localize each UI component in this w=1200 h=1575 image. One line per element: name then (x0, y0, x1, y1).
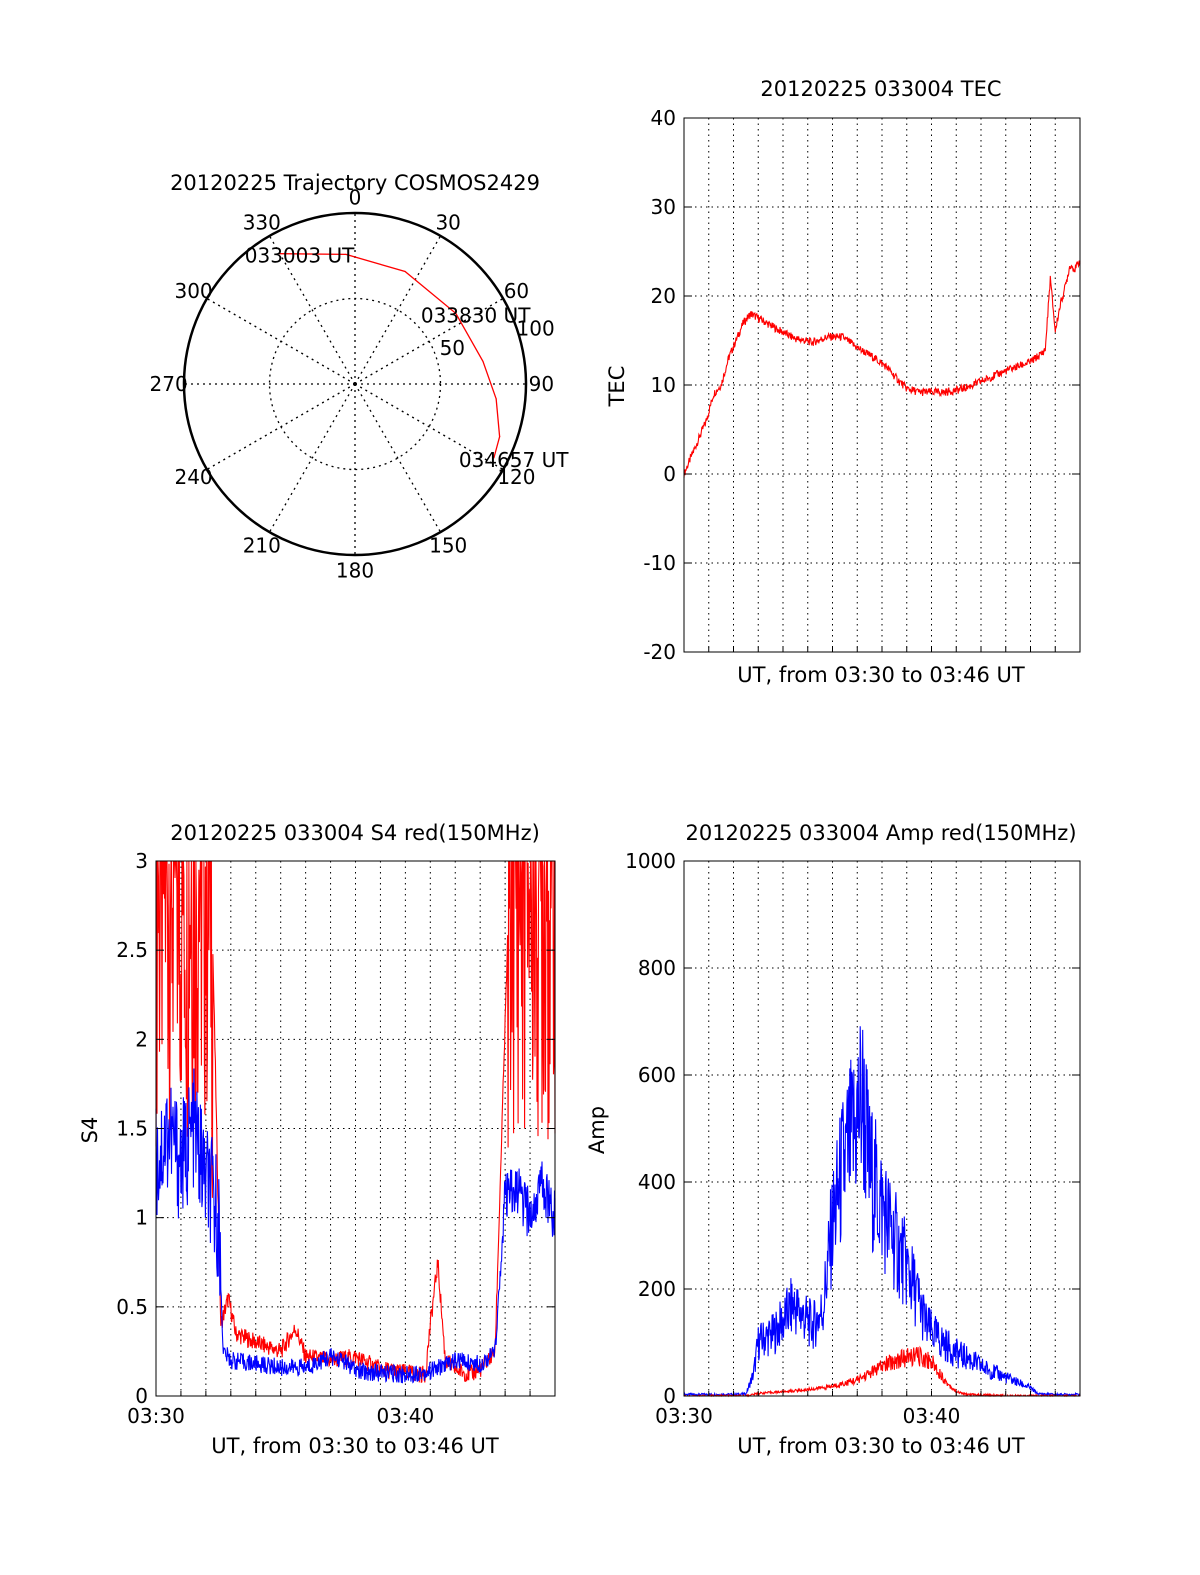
y-tick-label: 0.5 (116, 1295, 148, 1319)
s4-series (155, 860, 556, 1384)
polar-azimuth-label: 30 (435, 211, 460, 235)
polar-spoke (206, 297, 356, 385)
polar-spoke (354, 297, 504, 385)
y-tick-label: -20 (643, 640, 676, 664)
y-tick-label: 800 (638, 956, 676, 980)
series-line (155, 1068, 556, 1384)
polar-azimuth-label: 300 (174, 279, 212, 303)
polar-spoke (268, 235, 356, 385)
y-tick-label: 2.5 (116, 938, 148, 962)
polar-radius-label: 100 (517, 317, 555, 341)
polar-azimuth-label: 150 (429, 533, 467, 557)
amp-grid (684, 861, 1080, 1396)
polar-outer-ring (182, 211, 528, 557)
amp-x-label: UT, from 03:30 to 03:46 UT (737, 1434, 1025, 1458)
trajectory-annotation: 034657 UT (459, 448, 569, 472)
series-line (683, 260, 1081, 479)
x-tick-label: 03:40 (903, 1404, 961, 1428)
y-tick-label: 1.5 (116, 1117, 148, 1141)
trajectory-point (499, 436, 501, 438)
s4-x-label: UT, from 03:30 to 03:46 UT (211, 1434, 499, 1458)
amp-y-tick-labels: 0 200 400 600 800 1000 (625, 849, 676, 1408)
x-tick-label: 03:40 (377, 1404, 435, 1428)
trajectory-point (495, 398, 497, 400)
trajectory-title: 20120225 Trajectory COSMOS2429 (170, 171, 540, 195)
tec-x-label: UT, from 03:30 to 03:46 UT (737, 663, 1025, 687)
polar-spoke (268, 383, 356, 533)
polar-azimuth-label: 210 (243, 533, 281, 557)
amp-panel: 20120225 033004 Amp red(150MHz) 0 200 400 6… (585, 821, 1081, 1458)
tec-panel: 20120225 033004 TEC -20 -10 0 10 20 30 40 UT, … (605, 77, 1081, 687)
polar-azimuth-label: 90 (529, 372, 554, 396)
polar-spoke (206, 383, 356, 471)
polar-azimuth-label: 330 (243, 211, 281, 235)
y-tick-label: 600 (638, 1063, 676, 1087)
polar-spoke (354, 383, 504, 471)
polar-azimuth-labels: 0 30 60 90 120 150 180 210 240 270 300 330 (150, 186, 555, 583)
y-tick-label: 1000 (625, 849, 676, 873)
trajectory-panel: 20120225 Trajectory COSMOS2429 0 30 60 90 12… (150, 171, 570, 582)
y-tick-label: -10 (643, 551, 676, 575)
y-tick-label: 2 (135, 1027, 148, 1051)
polar-radius-labels: 50 100 (440, 317, 555, 360)
s4-y-tick-labels: 0 0.5 1 1.5 2 2.5 3 (116, 849, 148, 1408)
y-tick-label: 400 (638, 1170, 676, 1194)
x-tick-label: 03:30 (655, 1404, 713, 1428)
polar-azimuth-label: 240 (174, 465, 212, 489)
trajectory-point (482, 360, 484, 363)
trajectory-annotation: 033830 UT (421, 303, 531, 327)
tec-grid (684, 118, 1080, 652)
y-tick-label: 10 (651, 373, 676, 397)
trajectory-point (404, 270, 406, 273)
polar-azimuth-label: 180 (336, 558, 374, 582)
y-tick-label: 3 (135, 849, 148, 873)
y-tick-label: 200 (638, 1277, 676, 1301)
trajectory-annotation: 033003 UT (245, 244, 355, 268)
amp-x-tick-labels: 03:30 03:40 (655, 1404, 960, 1428)
polar-spoke (354, 383, 442, 533)
s4-axes (155, 860, 556, 1397)
amp-axes (683, 860, 1081, 1397)
amp-y-label: Amp (585, 1106, 609, 1154)
trajectory-series (279, 253, 501, 459)
series-line (683, 1026, 1081, 1398)
polar-azimuth-label: 270 (150, 372, 188, 396)
tec-title: 20120225 033004 TEC (760, 77, 1001, 101)
polar-grid (182, 211, 528, 557)
y-tick-label: 0 (663, 462, 676, 486)
trajectory-annotations: 033003 UT 033830 UT 034657 UT (245, 244, 569, 472)
s4-x-tick-labels: 03:30 03:40 (127, 1404, 434, 1428)
trajectory-point (279, 253, 281, 255)
x-tick-label: 03:30 (127, 1404, 185, 1428)
s4-panel: 20120225 033004 S4 red(150MHz) 0 0.5 1 1.5 2… (78, 821, 556, 1458)
polar-radius-label: 50 (440, 336, 465, 360)
y-tick-label: 0 (135, 1384, 148, 1408)
y-tick-label: 1 (135, 1206, 148, 1230)
trajectory-line (279, 253, 501, 459)
y-tick-label: 20 (651, 284, 676, 308)
amp-title: 20120225 033004 Amp red(150MHz) (685, 821, 1076, 845)
tec-y-label: TEC (605, 366, 629, 408)
polar-azimuth-label: 0 (349, 186, 362, 210)
trajectory-point (345, 253, 347, 255)
polar-azimuth-label: 60 (504, 279, 529, 303)
trajectory-point (493, 457, 495, 459)
tec-y-tick-labels: -20 -10 0 10 20 30 40 (643, 106, 676, 664)
y-tick-label: 40 (651, 106, 676, 130)
tec-series (683, 260, 1081, 479)
y-tick-label: 30 (651, 195, 676, 219)
series-line (155, 860, 556, 1384)
s4-y-label: S4 (78, 1117, 102, 1144)
tec-axes (683, 117, 1081, 653)
s4-title: 20120225 033004 S4 red(150MHz) (170, 821, 540, 845)
polar-azimuth-label: 120 (497, 465, 535, 489)
polar-spoke (354, 235, 442, 385)
y-tick-label: 0 (663, 1384, 676, 1408)
trajectory-point (455, 312, 457, 314)
